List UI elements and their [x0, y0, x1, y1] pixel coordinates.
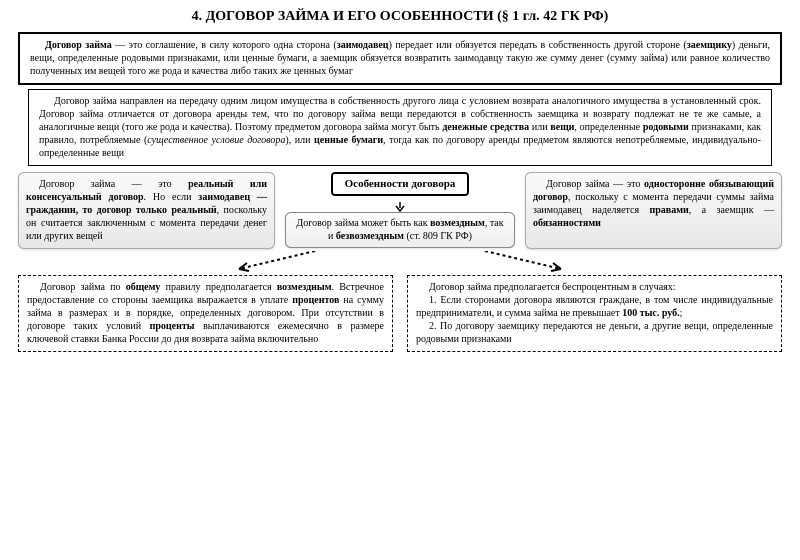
right-column: Договор займа — это односторонне обязыва…: [525, 172, 782, 249]
left-card: Договор займа — это реальный или консенс…: [18, 172, 275, 249]
center-column: Особенности договора Договор займа может…: [285, 172, 515, 249]
explanation-text: Договор займа направлен на передачу одни…: [39, 95, 761, 160]
right-card: Договор займа — это односторонне обязыва…: [525, 172, 782, 249]
page-title: 4. ДОГОВОР ЗАЙМА И ЕГО ОСОБЕННОСТИ (§ 1 …: [18, 8, 782, 26]
bottom-row: Договор займа по общему правилу предпола…: [18, 275, 782, 352]
page-root: 4. ДОГОВОР ЗАЙМА И ЕГО ОСОБЕННОСТИ (§ 1 …: [0, 0, 800, 358]
features-title: Особенности договора: [331, 172, 470, 196]
definition-box: Договор займа — это соглашение, в силу к…: [18, 32, 782, 85]
bottom-right-box: Договор займа предполагается беспроцентн…: [407, 275, 782, 352]
mid-card: Договор займа может быть как возмездным,…: [285, 212, 515, 248]
bottom-left-box: Договор займа по общему правилу предпола…: [18, 275, 393, 352]
definition-text: Договор займа — это соглашение, в силу к…: [30, 39, 770, 78]
dashed-arrow-right-icon: [475, 251, 565, 273]
features-row: Договор займа — это реальный или консенс…: [18, 172, 782, 249]
explanation-box: Договор займа направлен на передачу одни…: [28, 89, 772, 166]
connector-row: [18, 251, 782, 273]
dashed-arrow-left-icon: [235, 251, 325, 273]
left-column: Договор займа — это реальный или консенс…: [18, 172, 275, 249]
arrow-down-icon: [392, 202, 408, 212]
